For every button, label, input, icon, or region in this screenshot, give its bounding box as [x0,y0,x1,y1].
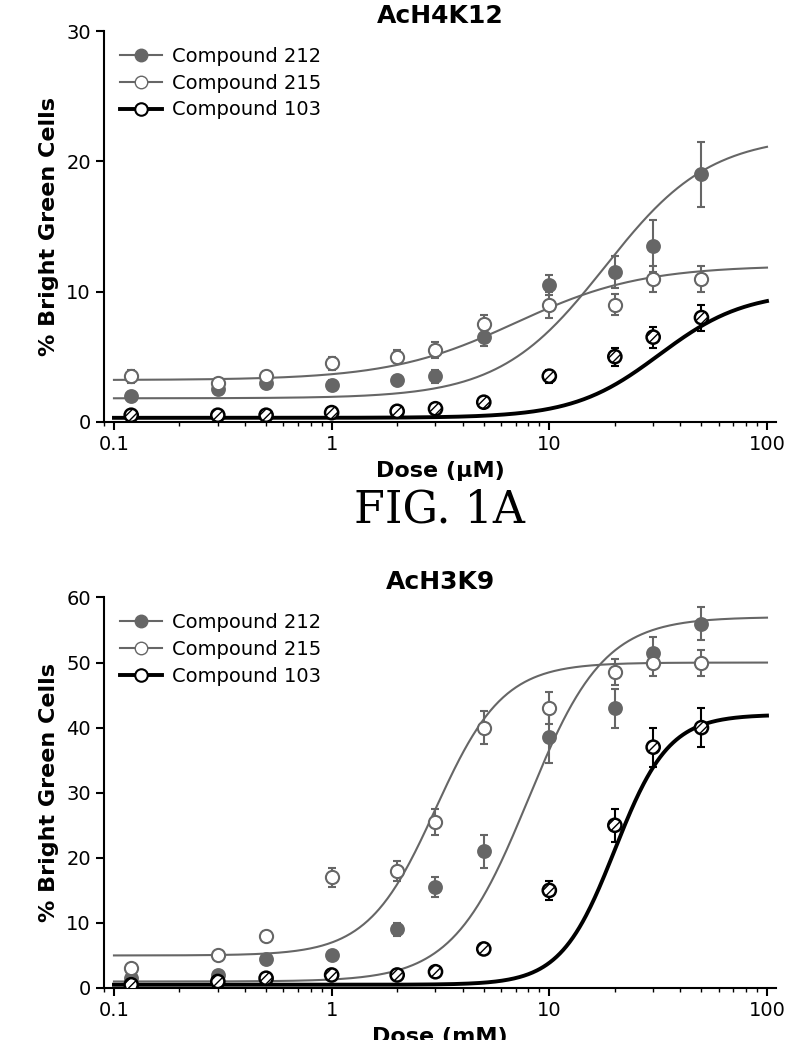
Point [609,817,622,834]
Point [646,329,659,345]
Point [609,264,622,281]
Title: AcH3K9: AcH3K9 [386,570,494,594]
Point [543,729,556,746]
Point [390,966,403,983]
Point [125,407,138,423]
Point [390,862,403,879]
Point [125,970,138,987]
Y-axis label: % Bright Green Cells: % Bright Green Cells [39,97,59,356]
Point [260,368,273,385]
Point [646,645,659,661]
Point [260,928,273,944]
Point [646,738,659,755]
Point [646,238,659,255]
Point [326,376,338,393]
Point [695,654,708,671]
Legend: Compound 212, Compound 215, Compound 103: Compound 212, Compound 215, Compound 103 [114,41,327,125]
Point [390,348,403,365]
Point [543,277,556,293]
Point [390,371,403,388]
Point [125,977,138,993]
Point [695,309,708,326]
Point [260,374,273,391]
Point [543,882,556,899]
Point [429,342,442,359]
Point [211,381,224,397]
Point [326,405,338,421]
Point [429,400,442,417]
X-axis label: Dose (mM): Dose (mM) [372,1028,508,1040]
Point [695,616,708,632]
Text: FIG. 1A: FIG. 1A [354,488,526,531]
Point [609,700,622,717]
Point [211,973,224,990]
Point [695,166,708,183]
X-axis label: Dose (μM): Dose (μM) [376,461,504,480]
Point [478,720,490,736]
Point [478,316,490,333]
Point [211,947,224,964]
Point [543,296,556,313]
Point [326,869,338,886]
Point [260,970,273,987]
Y-axis label: % Bright Green Cells: % Bright Green Cells [39,664,59,922]
Point [543,368,556,385]
Title: AcH4K12: AcH4K12 [377,4,503,28]
Point [609,348,622,365]
Point [609,664,622,680]
Point [429,879,442,895]
Point [326,947,338,964]
Point [125,960,138,977]
Point [646,270,659,287]
Point [211,966,224,983]
Point [646,654,659,671]
Point [478,329,490,345]
Point [260,407,273,423]
Point [695,720,708,736]
Point [609,296,622,313]
Point [326,355,338,371]
Point [543,700,556,717]
Point [390,402,403,419]
Point [211,374,224,391]
Point [478,394,490,411]
Point [326,966,338,983]
Point [429,813,442,830]
Point [695,270,708,287]
Point [211,407,224,423]
Point [260,951,273,967]
Point [478,843,490,860]
Legend: Compound 212, Compound 215, Compound 103: Compound 212, Compound 215, Compound 103 [114,607,327,692]
Point [478,940,490,957]
Point [429,368,442,385]
Point [390,921,403,938]
Point [125,368,138,385]
Point [125,387,138,404]
Point [429,963,442,980]
